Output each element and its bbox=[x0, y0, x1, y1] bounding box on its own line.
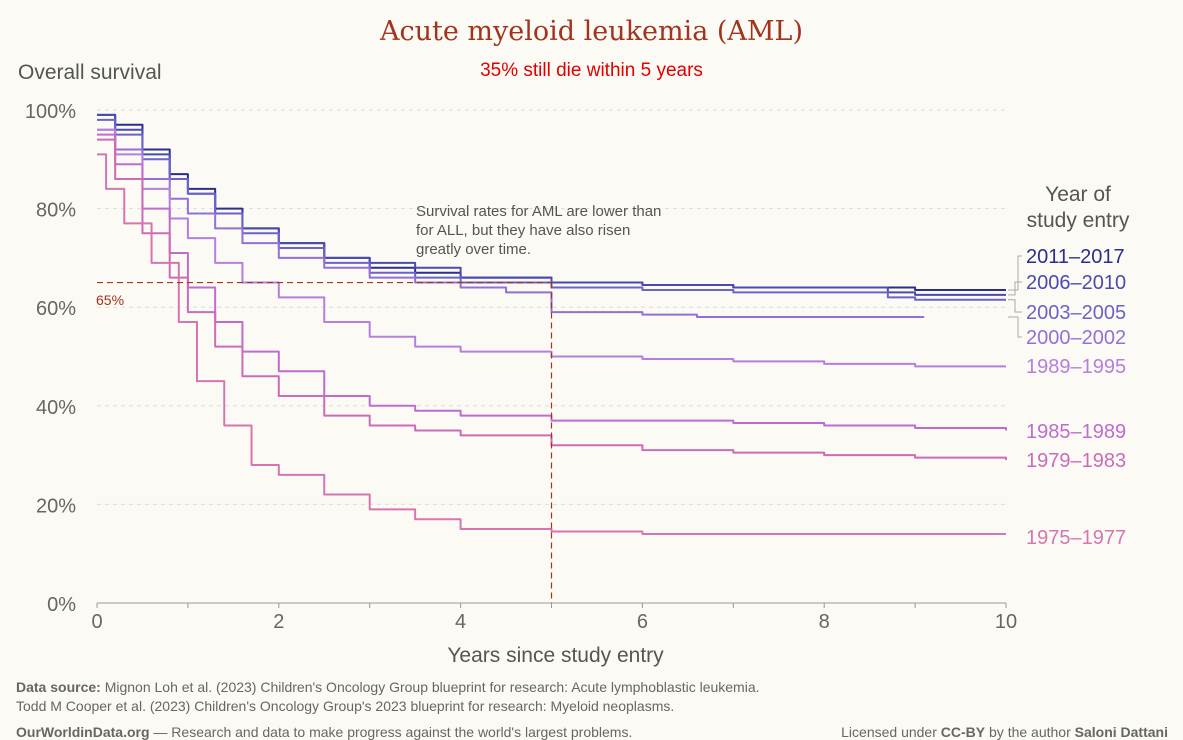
series-line-1975–1977 bbox=[97, 153, 1006, 535]
y-tick-label: 60% bbox=[36, 298, 76, 320]
series-lines bbox=[97, 113, 1007, 535]
legend-connector bbox=[1008, 281, 1022, 296]
x-tick-label: 6 bbox=[637, 611, 648, 633]
data-source-line: Data source: Mignon Loh et al. (2023) Ch… bbox=[16, 679, 760, 695]
license-link[interactable]: CC-BY bbox=[940, 724, 986, 740]
legend-label-1979–1983: 1979–1983 bbox=[1026, 450, 1126, 472]
axes: 0% 20% 40% 60% 80% 100% 0 2 4 6 8 10 Years since stu… bbox=[25, 101, 1017, 667]
license-mid: by the author bbox=[989, 724, 1071, 740]
chart-title: Acute myeloid leukemia (AML) bbox=[379, 16, 804, 47]
legend-label-2000–2002: 2000–2002 bbox=[1026, 327, 1126, 349]
legend-connector bbox=[1008, 299, 1022, 313]
owid-line: OurWorldinData.org — Research and data t… bbox=[16, 724, 632, 740]
legend-connector bbox=[1008, 316, 1022, 338]
y-tick-label: 40% bbox=[36, 397, 76, 419]
x-axis-label: Years since study entry bbox=[447, 644, 664, 667]
y-tick-label: 0% bbox=[47, 594, 76, 616]
x-tick-label: 2 bbox=[273, 611, 284, 633]
legend-label-2011–2017: 2011–2017 bbox=[1026, 246, 1125, 268]
legend-label-2003–2005: 2003–2005 bbox=[1026, 302, 1126, 324]
y-tick-label: 80% bbox=[36, 200, 76, 222]
legend: 2011–2017 2006–2010 2003–2005 2000–2002 1989… bbox=[1008, 246, 1126, 549]
reference-lines bbox=[97, 281, 553, 603]
y-tick-label: 100% bbox=[25, 101, 76, 123]
data-source-label: Data source: bbox=[16, 679, 101, 695]
legend-label-1989–1995: 1989–1995 bbox=[1026, 356, 1126, 378]
legend-label-2006–2010: 2006–2010 bbox=[1026, 272, 1126, 294]
x-tick-label: 8 bbox=[819, 611, 830, 633]
series-line-1989–1995 bbox=[97, 128, 1006, 368]
data-source-text-2: Todd M Cooper et al. (2023) Children's O… bbox=[16, 698, 675, 714]
license-pre: Licensed under bbox=[841, 724, 937, 740]
chart-subtitle: 35% still die within 5 years bbox=[480, 60, 703, 81]
series-line-2003–2005 bbox=[97, 118, 1006, 301]
legend-label-1985–1989: 1985–1989 bbox=[1026, 421, 1126, 443]
author-name: Saloni Dattani bbox=[1074, 724, 1168, 740]
x-tick-label: 10 bbox=[995, 611, 1017, 633]
y-axis-label: Overall survival bbox=[18, 61, 162, 84]
legend-label-1975–1977: 1975–1977 bbox=[1026, 527, 1126, 549]
reference-label: 65% bbox=[96, 292, 125, 308]
owid-link[interactable]: OurWorldinData.org bbox=[16, 724, 150, 740]
series-line-1985–1989 bbox=[97, 133, 1007, 431]
chart-annotation: Survival rates for AML are lower than fo… bbox=[416, 203, 662, 258]
x-tick-label: 0 bbox=[91, 611, 102, 633]
license-line: Licensed under CC-BY by the author Salon… bbox=[841, 724, 1168, 740]
y-tick-label: 20% bbox=[36, 495, 76, 517]
owid-tagline: — Research and data to make progress aga… bbox=[153, 724, 633, 740]
x-tick-label: 4 bbox=[455, 611, 466, 633]
data-source-line-2: Todd M Cooper et al. (2023) Children's O… bbox=[16, 698, 674, 714]
data-source-text: Mignon Loh et al. (2023) Children's Onco… bbox=[104, 679, 760, 695]
legend-connector bbox=[1008, 255, 1022, 291]
legend-title: Year of study entry bbox=[1026, 183, 1130, 232]
